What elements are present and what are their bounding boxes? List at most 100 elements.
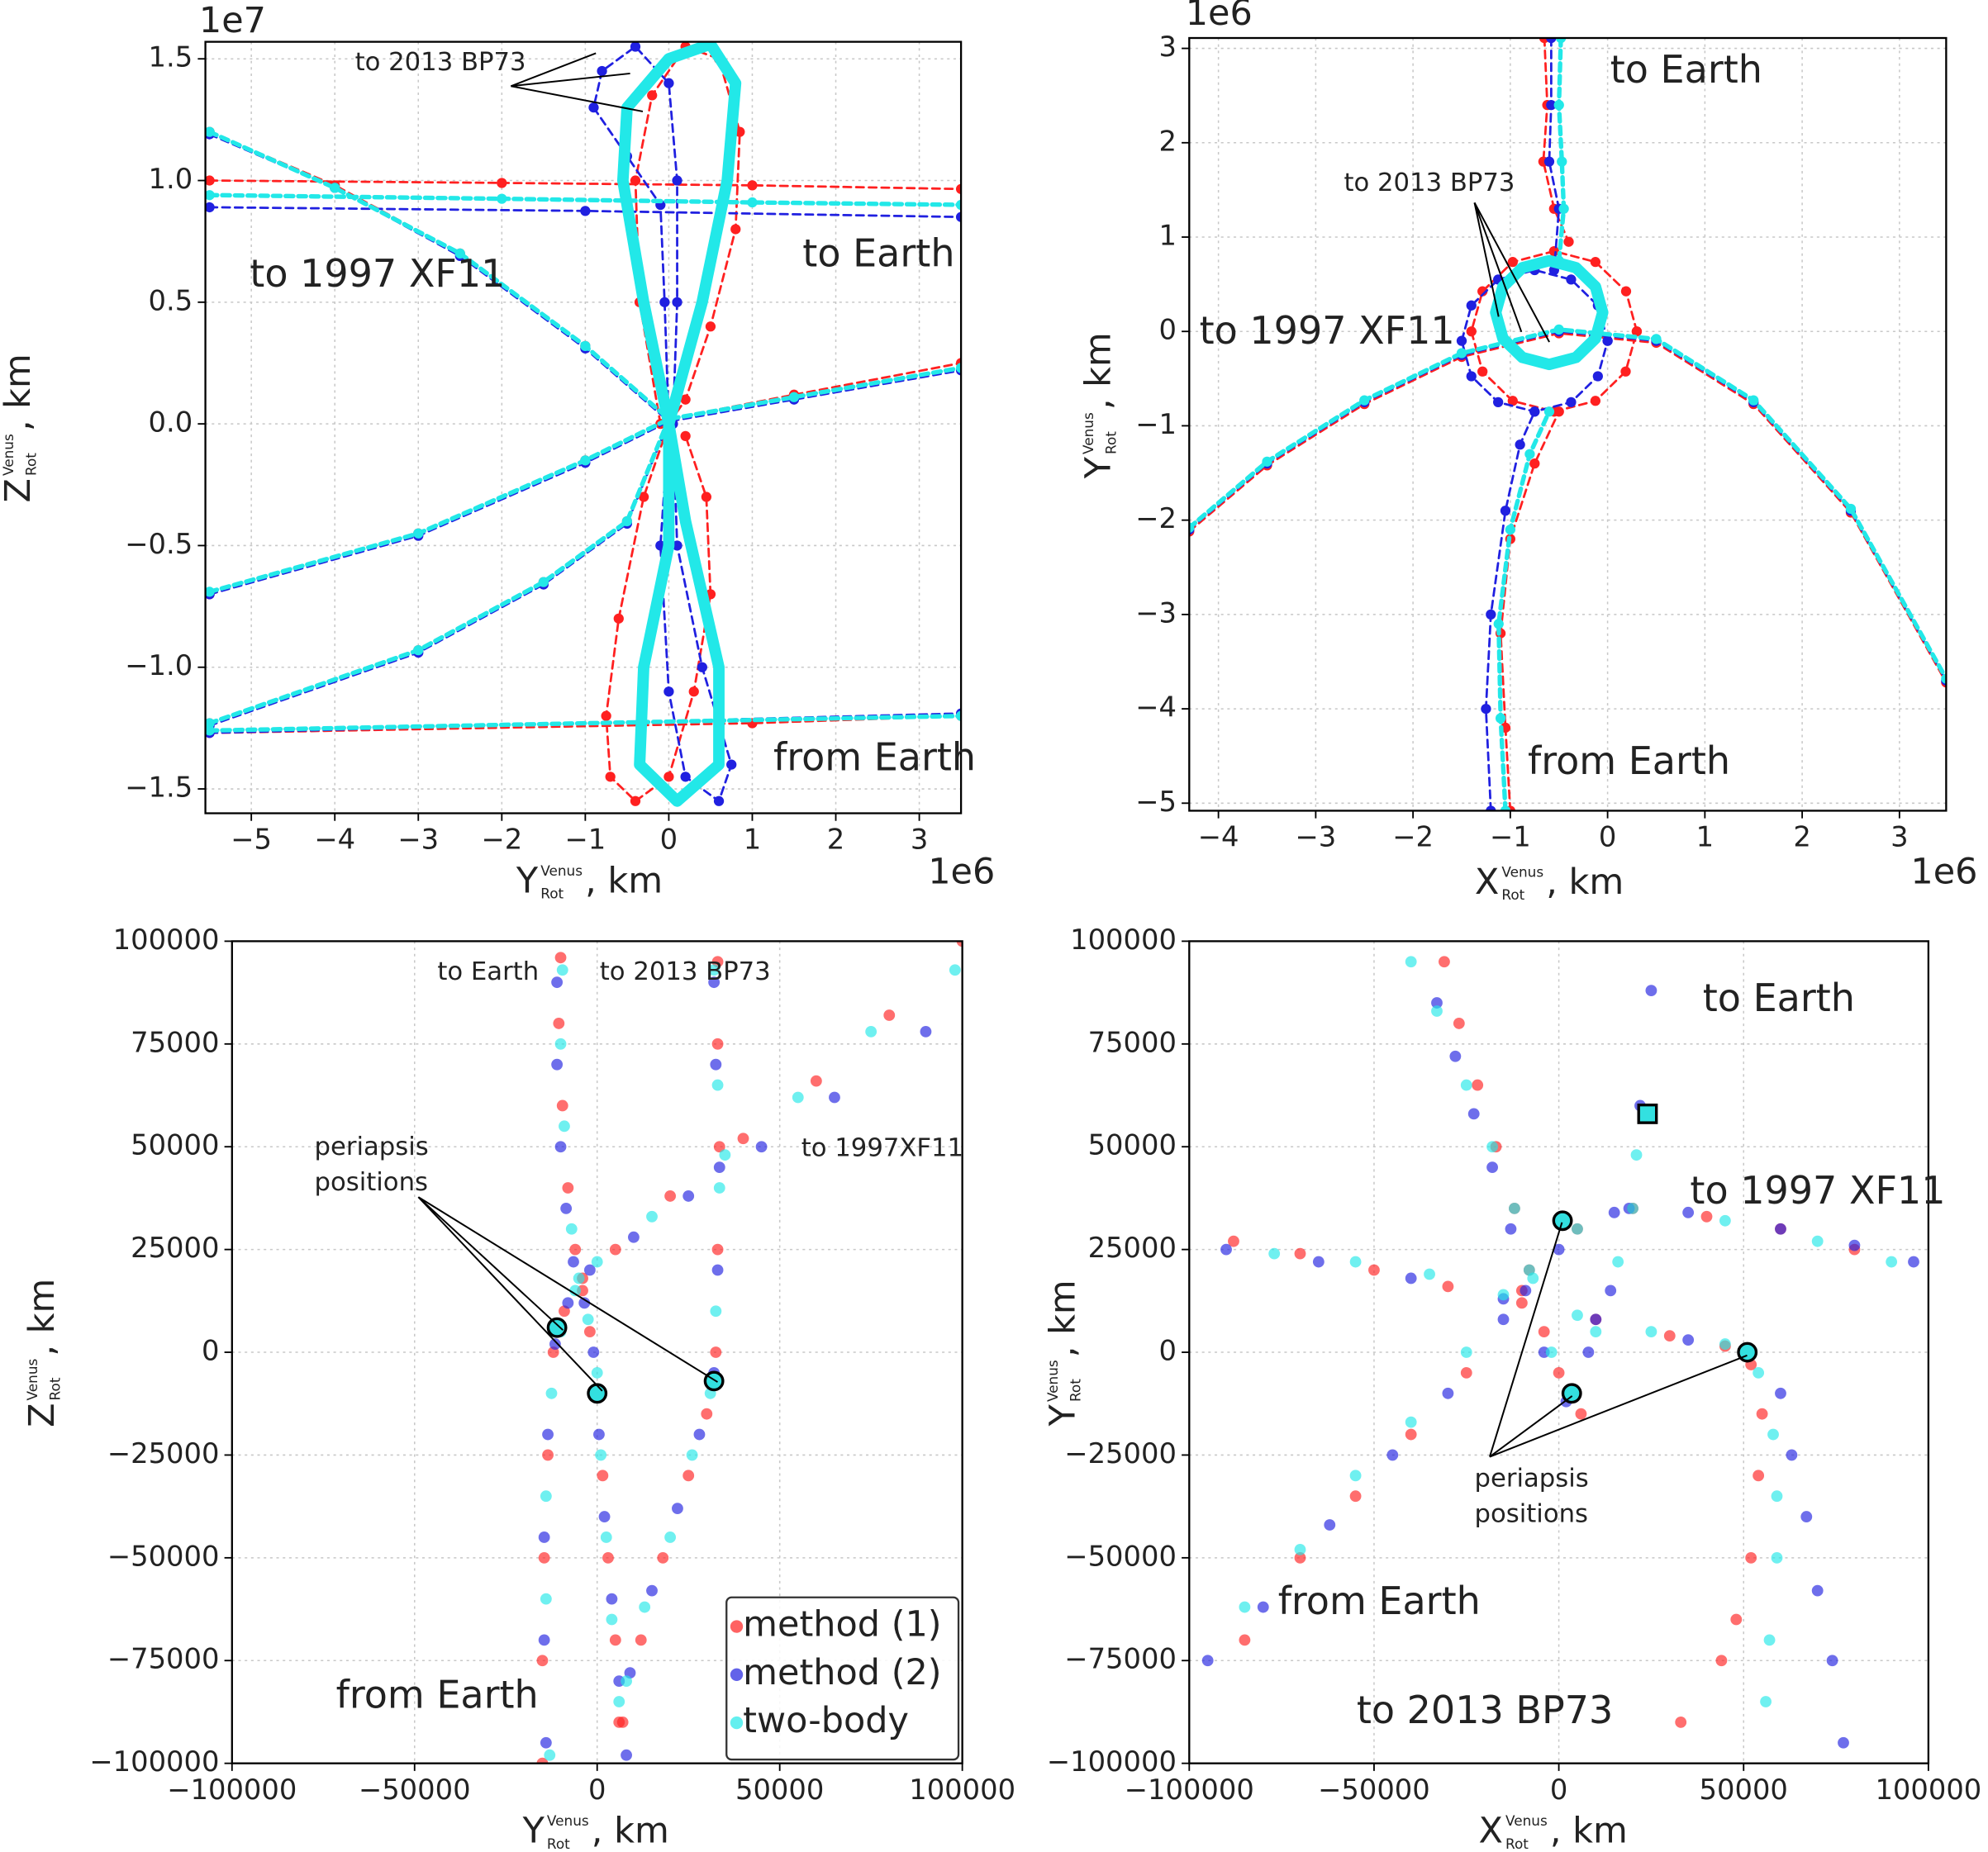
point [542,1449,554,1461]
point [1486,609,1496,620]
y-tick-label: 25000 [1088,1232,1177,1264]
axis-label-sup: Venus [24,1359,40,1401]
point [708,976,721,989]
point [1811,1584,1824,1597]
point [1546,38,1557,44]
point [1368,1264,1380,1276]
point [647,90,658,101]
point [1386,1449,1399,1461]
point [538,1551,550,1564]
point [1495,713,1506,724]
point [1456,335,1467,346]
axis-label-main: X [1475,862,1499,903]
point [1529,406,1540,417]
legend-label: method (2) [743,1652,941,1693]
point [1268,1247,1281,1260]
point [865,1025,877,1038]
y-offset: 1e6 [1186,0,1253,34]
point [672,1503,683,1515]
x-tick-label: 1 [744,824,761,856]
point [1590,1326,1602,1338]
axis-label-sub: Rot [22,453,39,476]
point [1515,1297,1528,1309]
x-tick-label: −100000 [1125,1774,1254,1806]
point [883,1009,896,1021]
x-tick-label: −50000 [359,1774,471,1806]
point [413,528,424,539]
y-tick-label: 3 [1158,31,1176,63]
point [1767,1428,1779,1441]
point [1811,1235,1824,1247]
point [556,1099,568,1112]
x-tick-label: −1 [564,824,606,856]
point [1405,1416,1417,1428]
point [1572,1223,1583,1235]
point [638,491,649,502]
annotation-arrow [417,1196,564,1331]
point [710,1058,722,1071]
y-tick-label: 0.5 [149,284,193,316]
axis-label-unit: , km [0,354,39,431]
point [1228,1235,1239,1247]
point [792,1091,804,1104]
point [1563,236,1574,247]
y-tick-label: 50000 [131,1129,219,1161]
point [1775,1223,1786,1235]
point [1753,1367,1765,1379]
point [1553,99,1564,111]
point [1453,1018,1465,1029]
x-tick-label: −3 [1295,821,1336,853]
point [1700,1210,1713,1223]
point [1553,1243,1565,1256]
point [613,1716,625,1728]
point [593,1428,605,1441]
x-tick-label: −1 [1490,821,1531,853]
annotation: to 1997XF11 [801,1133,963,1162]
point [1612,1256,1624,1268]
point [551,976,564,989]
x-tick-label: 0 [588,1774,606,1806]
point [205,718,215,729]
annotation: to Earth [1703,976,1855,1020]
x-tick-label: −2 [481,824,522,856]
annotation-arrow [511,72,630,88]
point [680,394,691,405]
y-tick-label: 0 [1158,314,1176,346]
point [713,1141,725,1153]
point [1520,1285,1532,1297]
point [621,1749,632,1761]
point [705,321,716,332]
point [1486,805,1496,811]
point [1848,1239,1861,1251]
point [711,1264,724,1276]
point [726,759,737,770]
point [1486,1141,1498,1153]
point [553,1018,565,1029]
point [955,199,962,211]
point [697,662,707,672]
point [1592,371,1603,382]
point [1524,449,1535,459]
y-tick-label: 1.5 [149,41,193,74]
point [597,65,607,77]
point [688,686,699,697]
point [1760,1696,1772,1707]
point [554,952,567,964]
point [613,1696,625,1707]
point [573,1272,585,1285]
point [591,1367,603,1379]
point [1566,397,1577,408]
point [1775,1387,1786,1399]
y-tick-label: −4 [1135,691,1177,724]
point [1460,1346,1472,1358]
point [605,772,616,782]
point [580,340,591,352]
point [1176,1708,1187,1720]
axes-frame [231,940,963,1764]
point [1663,1330,1676,1342]
point [680,772,691,782]
y-tick-label: −1 [1135,408,1177,440]
point [591,1256,603,1268]
point [955,211,962,222]
